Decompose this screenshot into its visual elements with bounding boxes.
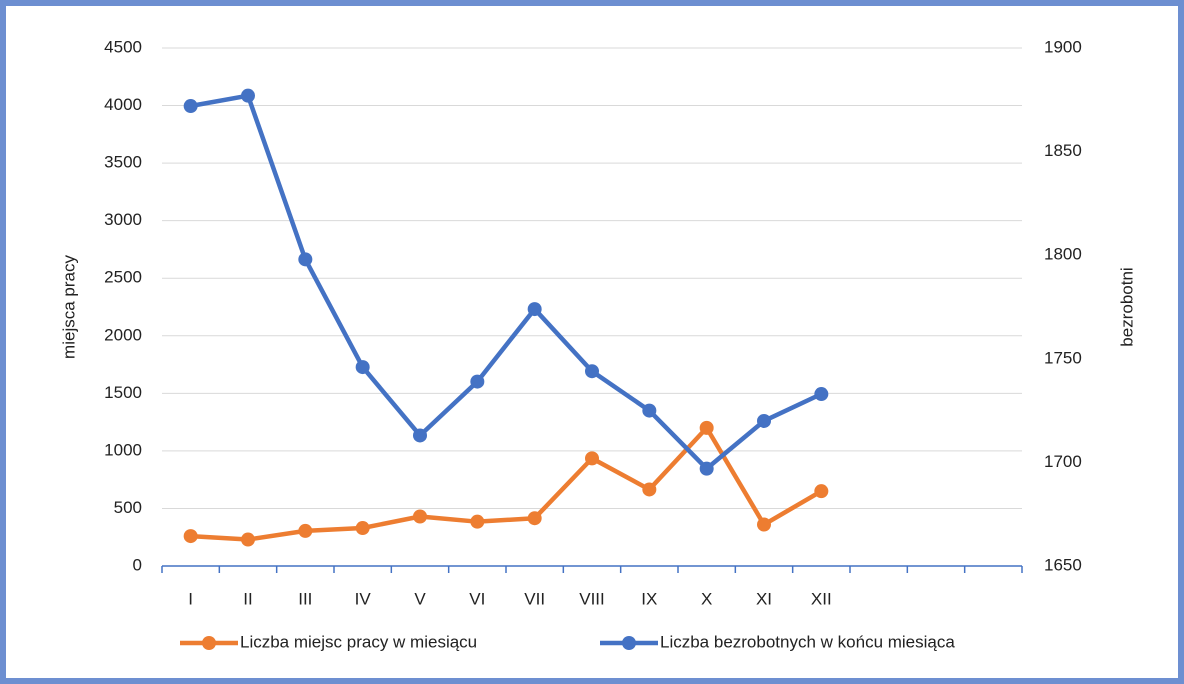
- y2-tick-label: 1750: [1044, 348, 1082, 367]
- point: [699, 420, 714, 435]
- point: [355, 360, 370, 375]
- x-tick-label: IV: [355, 589, 372, 608]
- x-tick-label: VI: [469, 589, 485, 608]
- point: [355, 521, 370, 536]
- x-tick-label: XII: [811, 589, 832, 608]
- x-tick-label: II: [243, 589, 252, 608]
- y-tick-label: 3500: [104, 153, 142, 172]
- x-tick-label: I: [188, 589, 193, 608]
- y2-tick-label: 1850: [1044, 141, 1082, 160]
- x-tick-label: X: [701, 589, 712, 608]
- point: [642, 403, 657, 418]
- y2-tick-label: 1700: [1044, 452, 1082, 471]
- x-tick-label: IX: [641, 589, 657, 608]
- y-tick-label: 2000: [104, 325, 142, 344]
- point: [241, 532, 255, 547]
- legend-label: Liczba miejsc pracy w miesiącu: [240, 632, 477, 651]
- point: [413, 428, 427, 443]
- legend-swatch-marker: [622, 636, 636, 650]
- y-tick-label: 1500: [104, 383, 142, 402]
- point: [241, 88, 255, 103]
- x-tick-label: V: [414, 589, 426, 608]
- point: [183, 529, 198, 544]
- point: [470, 514, 485, 529]
- point: [527, 511, 542, 526]
- point: [183, 99, 198, 114]
- x-tick-label: III: [298, 589, 312, 608]
- x-tick-label: XI: [756, 589, 772, 608]
- point: [757, 413, 771, 428]
- y2-tick-label: 1900: [1044, 37, 1082, 56]
- y2-tick-label: 1650: [1044, 555, 1082, 574]
- y-tick-label: 0: [133, 555, 142, 574]
- series-line: [190, 93, 823, 471]
- y-tick-label: 4000: [104, 95, 142, 114]
- y-axis-label: miejsca pracy: [59, 255, 78, 359]
- point: [814, 387, 829, 402]
- point: [642, 482, 657, 497]
- y2-axis-label: bezrobotni: [1117, 267, 1136, 346]
- point: [699, 461, 714, 476]
- point: [585, 364, 599, 379]
- point: [298, 252, 313, 267]
- y-tick-label: 4500: [104, 37, 142, 56]
- point: [413, 509, 427, 524]
- point: [757, 517, 771, 532]
- y-tick-label: 1000: [104, 440, 142, 459]
- x-tick-label: VIII: [579, 589, 605, 608]
- point: [814, 484, 829, 499]
- legend-label: Liczba bezrobotnych w końcu miesiąca: [660, 632, 955, 651]
- y2-tick-label: 1800: [1044, 245, 1082, 264]
- point: [585, 451, 599, 466]
- y-tick-label: 3000: [104, 210, 142, 229]
- x-tick-label: VII: [524, 589, 545, 608]
- legend-swatch-marker: [202, 636, 216, 650]
- y-tick-label: 2500: [104, 268, 142, 287]
- point: [470, 374, 485, 389]
- series-line: [190, 425, 823, 542]
- point: [527, 302, 542, 317]
- point: [298, 523, 313, 538]
- y-tick-label: 500: [114, 498, 142, 517]
